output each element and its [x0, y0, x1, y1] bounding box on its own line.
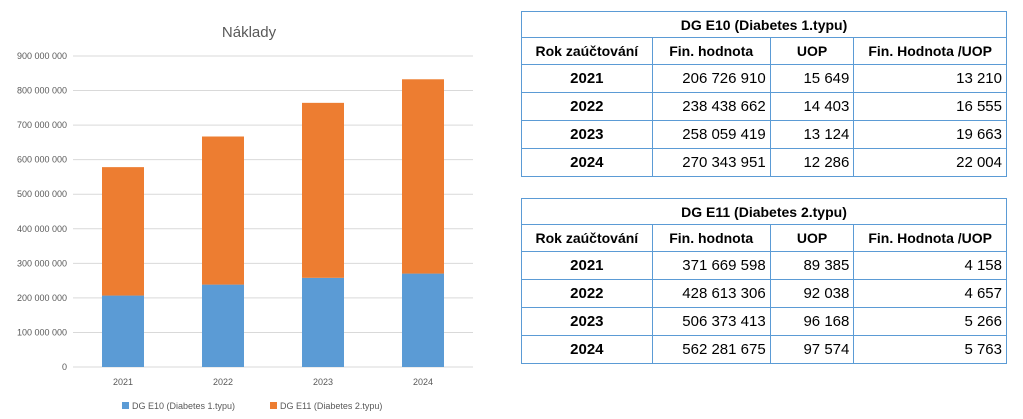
cell-year: 2023 [521, 120, 653, 149]
y-tick-label: 600 000 000 [17, 155, 67, 165]
header-uop: UOP [769, 37, 855, 65]
x-tick-label: 2024 [413, 377, 433, 387]
table-row: 2024 270 343 951 12 286 22 004 [521, 148, 1007, 177]
cell-year: 2021 [521, 251, 653, 280]
cell-uop: 15 649 [769, 64, 855, 93]
cell-uop: 13 124 [769, 120, 855, 149]
cell-year: 2021 [521, 64, 653, 93]
cell-uop: 97 574 [769, 335, 855, 364]
chart-bars [102, 79, 444, 367]
y-tick-label: 700 000 000 [17, 120, 67, 130]
x-tick-label: 2022 [213, 377, 233, 387]
table-dg-e10: DG E10 (Diabetes 1.typu) Rok zaúčtování … [521, 11, 1007, 177]
y-tick-label: 500 000 000 [17, 189, 67, 199]
cell-fin-per-uop: 5 763 [853, 335, 1007, 364]
bar-segment-series-1 [302, 102, 344, 278]
header-fin-value: Fin. hodnota [651, 224, 771, 252]
cell-uop: 12 286 [769, 148, 855, 177]
bar-segment-series-0 [202, 284, 244, 367]
cell-fin-per-uop: 22 004 [853, 148, 1007, 177]
table-row: 2024 562 281 675 97 574 5 763 [521, 335, 1007, 364]
table-row: 2023 506 373 413 96 168 5 266 [521, 307, 1007, 336]
cell-fin-value: 238 438 662 [651, 92, 771, 121]
bar-segment-series-1 [102, 167, 144, 296]
x-tick-label: 2023 [313, 377, 333, 387]
bar-segment-series-0 [302, 277, 344, 367]
table-row: 2023 258 059 419 13 124 19 663 [521, 120, 1007, 149]
y-tick-label: 400 000 000 [17, 224, 67, 234]
cell-fin-per-uop: 19 663 [853, 120, 1007, 149]
table-row: 2021 206 726 910 15 649 13 210 [521, 64, 1007, 93]
y-tick-label: 300 000 000 [17, 258, 67, 268]
cell-fin-per-uop: 4 657 [853, 279, 1007, 308]
bar-segment-series-1 [202, 136, 244, 285]
cell-fin-per-uop: 5 266 [853, 307, 1007, 336]
cell-fin-value: 270 343 951 [651, 148, 771, 177]
cell-fin-value: 562 281 675 [651, 335, 771, 364]
x-tick-label: 2021 [113, 377, 133, 387]
cell-fin-value: 206 726 910 [651, 64, 771, 93]
table-row: 2022 238 438 662 14 403 16 555 [521, 92, 1007, 121]
table-row: 2022 428 613 306 92 038 4 657 [521, 279, 1007, 308]
y-tick-label: 800 000 000 [17, 86, 67, 96]
bar-segment-series-0 [102, 295, 144, 367]
y-tick-label: 900 000 000 [17, 51, 67, 61]
cell-year: 2023 [521, 307, 653, 336]
header-uop: UOP [769, 224, 855, 252]
cell-fin-value: 506 373 413 [651, 307, 771, 336]
costs-chart: Náklady 0 100 000 000 200 000 000 300 000 0… [17, 24, 473, 411]
table-title: DG E10 (Diabetes 1.typu) [521, 11, 1007, 38]
cell-year: 2024 [521, 148, 653, 177]
legend-label: DG E10 (Diabetes 1.typu) [132, 401, 235, 411]
cell-fin-value: 428 613 306 [651, 279, 771, 308]
chart-title: Náklady [222, 24, 277, 41]
cell-year: 2022 [521, 279, 653, 308]
bar-segment-series-1 [402, 79, 444, 274]
legend-swatch [270, 402, 277, 409]
cell-uop: 92 038 [769, 279, 855, 308]
header-year: Rok zaúčtování [521, 37, 653, 65]
cell-fin-value: 258 059 419 [651, 120, 771, 149]
legend-label: DG E11 (Diabetes 2.typu) [280, 401, 382, 411]
x-axis-ticks: 2021 2022 2023 2024 [113, 377, 433, 387]
y-tick-label: 100 000 000 [17, 327, 67, 337]
cell-uop: 14 403 [769, 92, 855, 121]
cell-uop: 96 168 [769, 307, 855, 336]
header-fin-value: Fin. hodnota [651, 37, 771, 65]
y-tick-label: 0 [62, 362, 67, 372]
chart-legend: DG E10 (Diabetes 1.typu) DG E11 (Diabetes… [122, 401, 382, 411]
cell-year: 2022 [521, 92, 653, 121]
cell-year: 2024 [521, 335, 653, 364]
legend-swatch [122, 402, 129, 409]
cell-uop: 89 385 [769, 251, 855, 280]
bar-segment-series-0 [402, 273, 444, 367]
table-title: DG E11 (Diabetes 2.typu) [521, 198, 1007, 225]
cell-fin-value: 371 669 598 [651, 251, 771, 280]
header-fin-per-uop: Fin. Hodnota /UOP [853, 224, 1007, 252]
cell-fin-per-uop: 16 555 [853, 92, 1007, 121]
header-year: Rok zaúčtování [521, 224, 653, 252]
y-axis-ticks: 0 100 000 000 200 000 000 300 000 000 400 00… [17, 51, 67, 372]
cell-fin-per-uop: 4 158 [853, 251, 1007, 280]
table-row: 2021 371 669 598 89 385 4 158 [521, 251, 1007, 280]
cell-fin-per-uop: 13 210 [853, 64, 1007, 93]
y-tick-label: 200 000 000 [17, 293, 67, 303]
header-fin-per-uop: Fin. Hodnota /UOP [853, 37, 1007, 65]
table-dg-e11: DG E11 (Diabetes 2.typu) Rok zaúčtování … [521, 198, 1007, 364]
